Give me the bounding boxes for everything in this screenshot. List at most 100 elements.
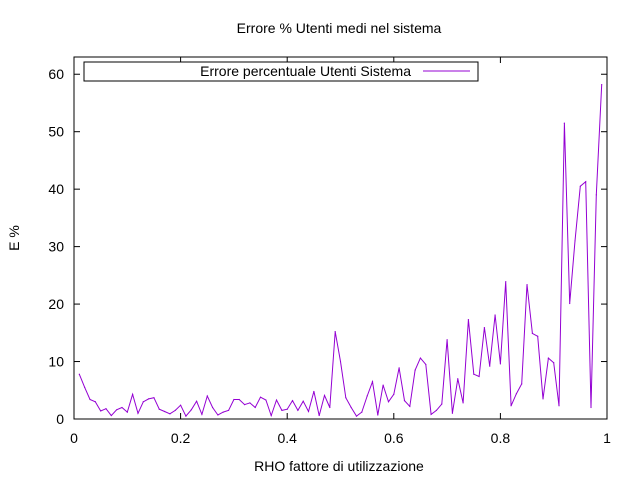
data-point — [153, 397, 155, 399]
data-point — [84, 386, 86, 388]
data-point — [158, 408, 160, 410]
x-axis-ticks: 0 0.2 0.4 0.6 0.8 1 — [70, 57, 611, 446]
data-point — [515, 393, 517, 395]
data-point — [281, 409, 283, 411]
data-point — [425, 363, 427, 366]
plot-frame-border — [73, 56, 608, 420]
data-point — [393, 393, 395, 395]
data-point — [414, 369, 416, 371]
x-tick-label: 0.6 — [384, 430, 404, 446]
data-point — [180, 404, 182, 406]
data-point — [558, 405, 560, 407]
data-point — [222, 411, 224, 413]
data-point — [473, 373, 475, 375]
data-point — [521, 383, 523, 385]
data-point — [275, 399, 278, 401]
data-point — [387, 401, 390, 403]
data-point — [574, 240, 576, 242]
y-tick-label: 30 — [48, 239, 64, 255]
data-point — [174, 409, 176, 411]
y-axis-ticks: 0 10 20 30 40 50 60 — [48, 66, 607, 427]
data-point — [542, 398, 544, 400]
data-point — [526, 283, 528, 286]
data-point — [297, 409, 299, 411]
data-point — [451, 412, 454, 414]
data-point — [430, 413, 432, 416]
data-point — [457, 378, 459, 380]
y-axis-label: E % — [6, 225, 22, 251]
data-point — [483, 327, 486, 329]
data-point — [211, 406, 214, 409]
y-tick-label: 60 — [48, 66, 64, 82]
y-tick-label: 20 — [48, 296, 64, 312]
x-tick-label: 0 — [70, 430, 78, 446]
data-point — [243, 404, 246, 406]
legend: Errore percentuale Utenti Sistema — [83, 61, 479, 82]
data-point — [350, 406, 352, 409]
data-point — [126, 411, 128, 413]
data-point — [265, 399, 267, 401]
data-point — [569, 302, 571, 305]
x-axis-label: RHO fattore di utilizzazione — [254, 458, 424, 474]
data-point — [462, 402, 464, 404]
data-point — [382, 384, 384, 386]
data-point — [169, 413, 171, 415]
data-point — [601, 83, 603, 86]
legend-box — [83, 61, 479, 82]
data-point — [105, 408, 107, 410]
data-point — [409, 405, 411, 407]
data-point — [185, 415, 187, 417]
data-point — [446, 339, 448, 341]
data-point — [148, 398, 150, 400]
data-point — [537, 335, 539, 337]
data-point — [467, 318, 470, 321]
data-point — [366, 395, 368, 397]
data-point — [441, 403, 443, 405]
data-point — [238, 398, 240, 401]
data-point — [217, 414, 219, 416]
data-point — [142, 401, 144, 403]
data-point — [595, 194, 597, 196]
data-point — [100, 410, 102, 412]
data-point — [302, 400, 304, 402]
data-point — [553, 362, 555, 364]
data-point — [435, 409, 438, 411]
data-point — [419, 357, 422, 359]
data-point — [291, 400, 294, 402]
data-point — [334, 331, 336, 333]
data-point — [494, 314, 496, 316]
data-point — [398, 367, 400, 369]
x-tick-label: 1 — [603, 430, 611, 446]
data-point — [505, 281, 507, 283]
data-point — [259, 396, 262, 398]
data-point — [286, 408, 288, 410]
x-tick-label: 0.4 — [277, 430, 297, 446]
data-point — [361, 411, 363, 413]
data-point — [121, 406, 123, 409]
chart-title: Errore % Utenti medi nel sistema — [237, 20, 442, 36]
data-point — [132, 393, 134, 395]
data-point — [355, 415, 358, 417]
data-point — [499, 363, 501, 365]
y-tick-label: 50 — [48, 124, 64, 140]
data-point — [547, 357, 549, 359]
y-tick-label: 0 — [56, 411, 64, 427]
data-point — [249, 402, 251, 404]
data-point — [164, 410, 166, 413]
data-point — [579, 185, 581, 187]
data-point — [339, 360, 342, 363]
legend-label: Errore percentuale Utenti Sistema — [200, 63, 411, 79]
data-point — [89, 398, 91, 401]
data-point — [318, 414, 320, 417]
y-tick-label: 40 — [48, 181, 64, 197]
data-point — [110, 414, 112, 417]
data-point — [233, 398, 235, 401]
data-point — [329, 406, 331, 409]
data-point — [270, 414, 272, 417]
data-point — [190, 409, 192, 411]
data-point — [254, 406, 256, 409]
y-tick-label: 10 — [48, 354, 64, 370]
data-point — [478, 375, 480, 378]
data-point — [307, 410, 310, 413]
